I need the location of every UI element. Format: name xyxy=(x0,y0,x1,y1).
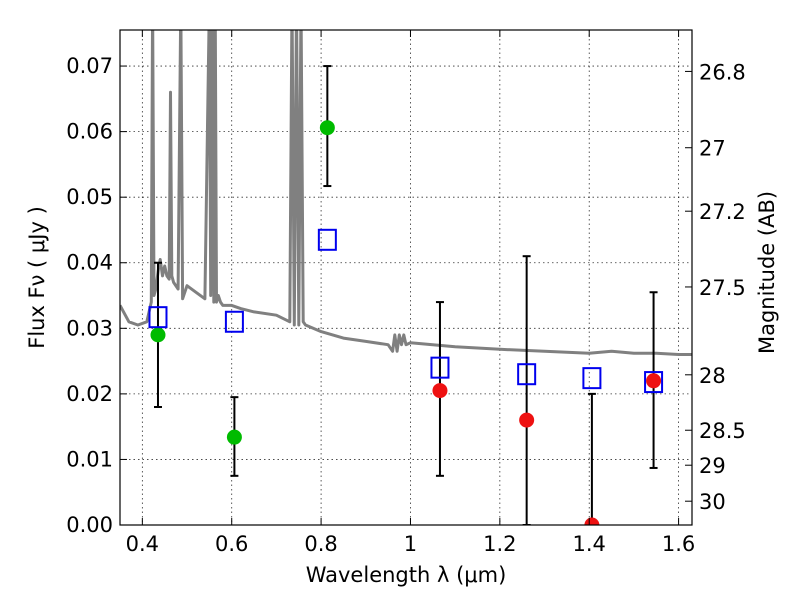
y2-axis-label: Magnitude (AB) xyxy=(755,191,779,354)
plot-frame xyxy=(119,29,693,526)
model-spectrum-line xyxy=(120,30,692,356)
y2-tick-label: 27.5 xyxy=(699,276,746,300)
y2-tick-label: 29 xyxy=(699,454,726,478)
x-tick-label: 1.4 xyxy=(573,532,606,556)
y-tick-label: 0.00 xyxy=(66,513,113,537)
model-photometry-square xyxy=(582,367,602,390)
model-photometry-square xyxy=(430,356,450,379)
y2-tick-label: 30 xyxy=(699,490,726,514)
model-photometry-square xyxy=(148,306,168,329)
x-tick-label: 1.6 xyxy=(662,532,695,556)
y-tick-label: 0.04 xyxy=(66,251,113,275)
model-photometry-square xyxy=(317,228,337,251)
y-tick-label: 0.05 xyxy=(66,185,113,209)
y-tick-label: 0.01 xyxy=(66,447,113,471)
x-tick-label: 1.2 xyxy=(483,532,516,556)
data-point xyxy=(226,429,242,445)
x-axis-label: Wavelength λ (μm) xyxy=(306,563,507,587)
x-tick-label: 0.6 xyxy=(215,532,248,556)
model-spectrum xyxy=(120,30,692,356)
data-point xyxy=(519,412,535,428)
data-point xyxy=(646,373,662,389)
y2-tick-label: 26.8 xyxy=(699,60,746,84)
y-tick-label: 0.06 xyxy=(66,120,113,144)
data-point xyxy=(150,327,166,343)
x-tick-label: 0.4 xyxy=(126,532,159,556)
model-photometry-square xyxy=(644,371,664,394)
y-tick-label: 0.07 xyxy=(66,54,113,78)
model-photometry-square xyxy=(517,363,537,386)
y2-tick-label: 27.2 xyxy=(699,200,746,224)
data-points xyxy=(148,65,664,525)
y2-tick-label: 27 xyxy=(699,137,726,161)
data-point xyxy=(319,120,335,136)
y2-tick-label: 28 xyxy=(699,364,726,388)
x-tick-label: 0.8 xyxy=(304,532,337,556)
y2-tick-label: 28.5 xyxy=(699,419,746,443)
y-tick-label: 0.02 xyxy=(66,382,113,406)
x-tick-label: 1 xyxy=(404,532,417,556)
data-point xyxy=(432,383,448,399)
y-axis-label: Flux Fν ( μJy ) xyxy=(25,206,49,349)
axis-ticks: 0.4 0.6 0.8 1 1.2 1.4 1.6 0.00 0.01 0.02 0.03 0.04 0… xyxy=(66,30,746,556)
data-point xyxy=(584,517,600,525)
y-tick-label: 0.03 xyxy=(66,316,113,340)
model-photometry-square xyxy=(224,310,244,333)
